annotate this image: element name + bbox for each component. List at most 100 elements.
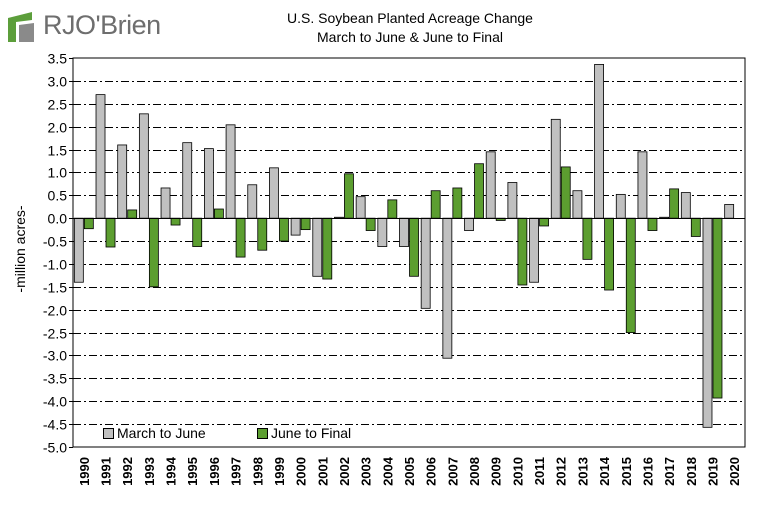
bar-june-to-final-2010 [517, 217, 528, 286]
y-tick-label: 3.0 [48, 74, 68, 90]
bar-march-to-june-1991 [95, 94, 106, 219]
x-tick-label-2014: 2014 [597, 456, 612, 486]
x-tick-label-2017: 2017 [662, 457, 677, 486]
bar-june-to-final-1993 [148, 217, 159, 288]
logo-text: RJO'Brien [43, 10, 161, 40]
bar-march-to-june-1995 [182, 142, 193, 219]
bar-march-to-june-2011 [529, 217, 539, 283]
x-tick-label-1993: 1993 [142, 457, 157, 486]
bar-june-to-final-2016 [647, 217, 658, 231]
y-tick-label: 0.5 [48, 188, 68, 204]
x-tick-label-1996: 1996 [207, 457, 222, 486]
bar-june-to-final-2012 [560, 166, 571, 219]
bar-march-to-june-2012 [550, 118, 561, 219]
bar-march-to-june-2001 [312, 217, 323, 277]
y-tick-label: 3.5 [48, 51, 68, 67]
bar-june-to-final-2019 [712, 217, 723, 399]
bar-june-to-final-2003 [365, 217, 376, 231]
bar-june-to-final-2015 [625, 217, 636, 333]
bar-june-to-final-1995 [192, 217, 203, 247]
bar-march-to-june-1994 [160, 187, 171, 219]
bar-march-to-june-1993 [138, 113, 149, 219]
x-tick-label-1998: 1998 [250, 457, 265, 486]
bar-march-to-june-2004 [377, 217, 388, 247]
x-tick-label-1995: 1995 [185, 457, 200, 486]
bar-june-to-final-2004 [387, 199, 398, 219]
bar-june-to-final-2001 [322, 217, 333, 280]
y-tick-label: -2.5 [43, 326, 67, 342]
x-tick-label-2020: 2020 [727, 457, 742, 486]
y-tick-label: 1.0 [48, 165, 68, 181]
plot-area [72, 57, 746, 448]
bar-june-to-final-1994 [170, 217, 181, 226]
bar-march-to-june-2010 [507, 182, 518, 219]
x-tick-label-2005: 2005 [402, 457, 417, 486]
x-tick-label-2012: 2012 [554, 457, 569, 486]
x-tick-label-2015: 2015 [619, 457, 634, 486]
bar-march-to-june-2015 [615, 193, 626, 219]
x-tick-label-2002: 2002 [337, 457, 352, 486]
logo-mark-icon [8, 12, 34, 42]
x-tick-label-1997: 1997 [229, 457, 244, 486]
bar-june-to-final-1999 [279, 217, 289, 242]
y-tick-label: -0.5 [43, 234, 67, 250]
bar-march-to-june-2003 [355, 196, 366, 219]
x-tick-label-2000: 2000 [294, 457, 309, 486]
x-tick-label-2009: 2009 [489, 457, 504, 486]
bar-june-to-final-2002 [344, 173, 354, 219]
y-tick-label: -1.0 [43, 257, 67, 273]
x-tick-label-1999: 1999 [272, 457, 287, 486]
bar-june-to-final-1990 [83, 217, 94, 230]
bar-march-to-june-2020 [724, 204, 735, 219]
bar-june-to-final-2011 [539, 217, 549, 227]
bar-march-to-june-1998 [247, 184, 258, 219]
x-tick-label-2019: 2019 [705, 457, 720, 486]
bar-june-to-final-2017 [669, 188, 680, 219]
bar-june-to-final-1992 [127, 209, 138, 219]
bar-june-to-final-2008 [474, 163, 484, 219]
bar-march-to-june-1997 [225, 124, 236, 219]
y-tick-label: -2.0 [43, 303, 67, 319]
x-tick-label-2007: 2007 [445, 457, 460, 486]
chart-title: U.S. Soybean Planted Acreage Change [287, 10, 533, 26]
bar-june-to-final-2018 [690, 217, 701, 237]
bar-march-to-june-2013 [572, 190, 583, 219]
bar-march-to-june-1996 [204, 148, 214, 219]
y-tick-label: 2.5 [48, 97, 68, 113]
x-tick-label-1991: 1991 [99, 457, 114, 486]
bar-march-to-june-2005 [399, 217, 409, 247]
bar-march-to-june-1990 [73, 217, 84, 283]
bar-march-to-june-1999 [269, 167, 279, 219]
legend-swatch-june-to-final [257, 427, 268, 439]
y-tick-label: -3.0 [43, 348, 67, 364]
bar-june-to-final-2000 [300, 217, 311, 231]
bar-june-to-final-2006 [430, 190, 441, 219]
x-tick-label-2003: 2003 [359, 457, 374, 486]
bar-june-to-final-2014 [604, 217, 614, 291]
bar-june-to-final-2013 [582, 217, 593, 260]
x-tick-label-2016: 2016 [640, 457, 655, 486]
x-tick-label-2010: 2010 [510, 457, 525, 486]
x-tick-label-2013: 2013 [575, 457, 590, 486]
x-tick-label-2011: 2011 [532, 457, 547, 485]
bar-june-to-final-1998 [257, 217, 268, 251]
legend-item-march-to-june: March to June [103, 425, 206, 441]
chart-subtitle: March to June & June to Final [317, 29, 503, 45]
bar-march-to-june-2019 [702, 217, 713, 428]
bar-march-to-june-2018 [680, 192, 691, 219]
bar-march-to-june-1992 [117, 144, 128, 219]
bar-june-to-final-1991 [105, 217, 116, 248]
x-tick-label-1992: 1992 [120, 457, 135, 486]
bar-march-to-june-2000 [290, 217, 301, 236]
x-tick-label-2006: 2006 [424, 457, 439, 486]
y-tick-label: -3.5 [43, 371, 67, 387]
legend-label-june-to-final: June to Final [271, 425, 352, 441]
x-tick-label-2018: 2018 [684, 457, 699, 486]
bar-march-to-june-2007 [442, 217, 453, 359]
y-tick-label: -4.5 [43, 417, 67, 433]
y-tick-label: -1.5 [43, 280, 67, 296]
x-tick-label-2004: 2004 [380, 456, 395, 486]
legend-swatch-march-to-june [103, 427, 114, 439]
bar-march-to-june-2009 [485, 151, 496, 219]
x-tick-label-1990: 1990 [77, 457, 92, 486]
